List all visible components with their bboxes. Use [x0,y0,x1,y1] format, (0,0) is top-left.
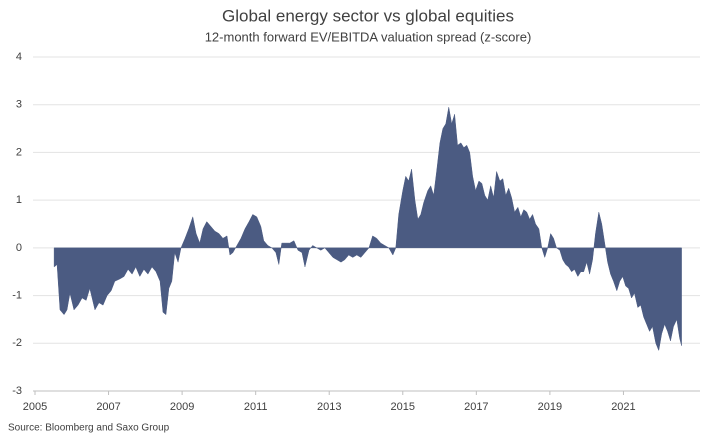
y-tick-label: 1 [16,194,22,206]
x-tick-label: 2013 [317,401,341,413]
x-tick-label: 2009 [170,401,194,413]
y-tick-label: 3 [16,99,22,111]
source-note: Source: Bloomberg and Saxo Group [8,423,170,434]
y-tick-label: -1 [12,289,22,301]
x-tick-label: 2005 [23,401,47,413]
y-tick-label: -3 [12,385,22,397]
x-tick-label: 2007 [96,401,120,413]
area [53,107,682,352]
y-tick-label: 2 [16,146,22,158]
x-tick-label: 2017 [464,401,488,413]
y-tick-label: 0 [16,242,22,254]
chart-title: Global energy sector vs global equities [222,6,514,25]
y-tick-label: -2 [12,337,22,349]
x-tick-label: 2015 [391,401,415,413]
x-tick-label: 2019 [538,401,562,413]
x-tick-label: 2011 [244,401,268,413]
x-tick-label: 2021 [611,401,635,413]
chart-subtitle: 12-month forward EV/EBITDA valuation spr… [205,29,532,44]
y-tick-label: 4 [16,51,22,63]
